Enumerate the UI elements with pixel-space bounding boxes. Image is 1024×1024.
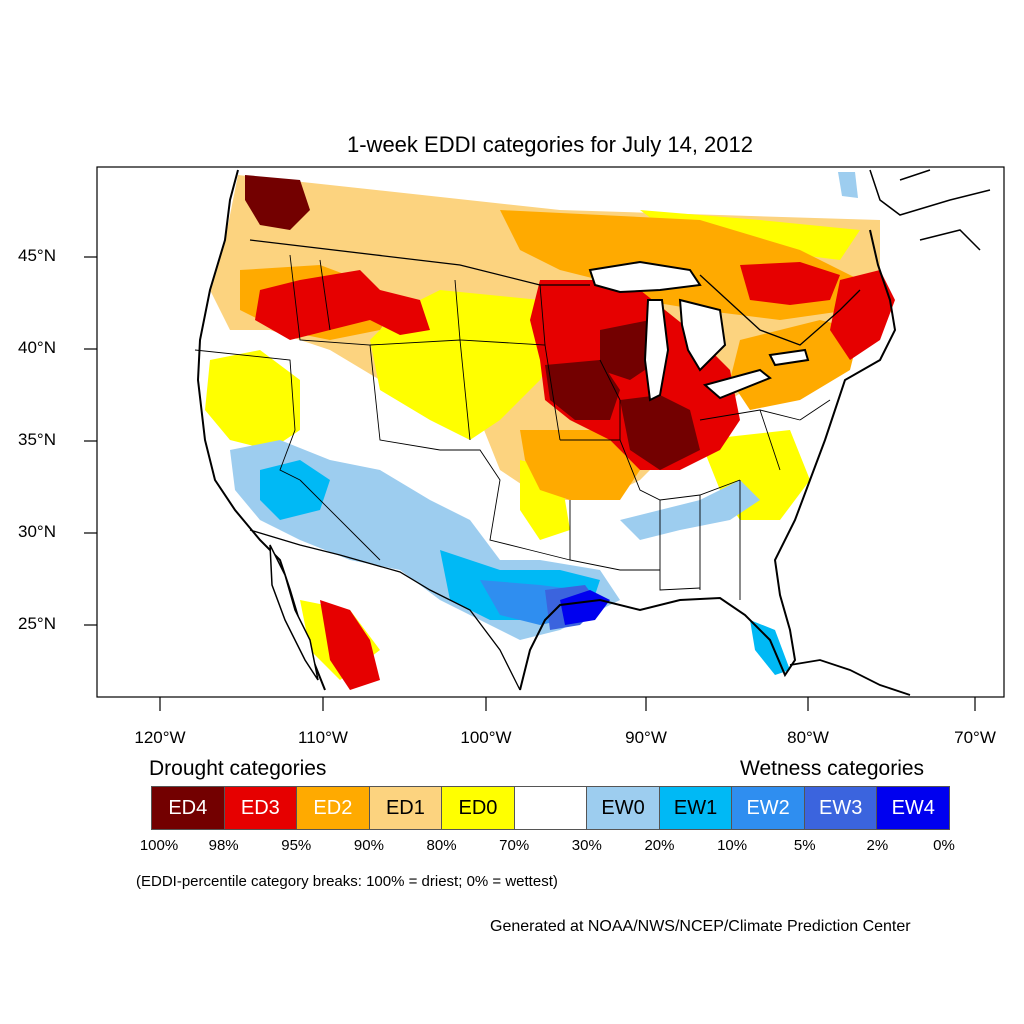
legend-swatch: EW2 bbox=[732, 787, 805, 829]
ew0-region-canada bbox=[838, 172, 858, 198]
ed3-region-newengland bbox=[830, 270, 895, 360]
x-axis-label: 70°W bbox=[954, 728, 996, 747]
legend-swatch: ED1 bbox=[369, 787, 443, 829]
percentile-note: (EDDI-percentile category breaks: 100% =… bbox=[136, 873, 558, 890]
ed3-region-mexico bbox=[320, 600, 380, 690]
ed4-region-cornbelt bbox=[545, 360, 620, 420]
baja-california bbox=[269, 544, 319, 681]
us-canada-border bbox=[249, 239, 861, 346]
map-field bbox=[194, 168, 991, 697]
x-axis-label: 100°W bbox=[460, 728, 512, 747]
y-axis-ticks bbox=[84, 256, 97, 626]
legend-swatch: EW0 bbox=[587, 787, 660, 829]
legend-break-label: 5% bbox=[793, 837, 816, 854]
y-axis-label: 35°N bbox=[18, 430, 56, 449]
x-axis-ticks bbox=[159, 697, 976, 711]
legend-break-label: 30% bbox=[571, 837, 602, 854]
cuba bbox=[789, 659, 911, 696]
us-mexico-border bbox=[249, 529, 521, 691]
x-axis-label: 80°W bbox=[787, 728, 829, 747]
y-axis-label: 45°N bbox=[18, 246, 56, 265]
lake-erie bbox=[702, 368, 772, 400]
legend-swatch: ED3 bbox=[224, 787, 298, 829]
lake-superior bbox=[588, 260, 702, 294]
legend-swatch: EW1 bbox=[659, 787, 733, 829]
ew1-region-arizona bbox=[260, 460, 330, 520]
credit-text: Generated at NOAA/NWS/NCEP/Climate Predi… bbox=[490, 918, 911, 935]
map-title: 1-week EDDI categories for July 14, 2012 bbox=[347, 132, 753, 157]
ed3-region-north bbox=[740, 262, 840, 305]
x-axis-label: 110°W bbox=[298, 728, 348, 747]
ed4-region-northwest bbox=[245, 175, 310, 230]
drought-categories-heading: Drought categories bbox=[149, 757, 327, 780]
wetness-categories-heading: Wetness categories bbox=[740, 757, 925, 780]
category-legend-bar: ED4 ED3 ED2 ED1 ED0 EW0 EW1 EW2 EW3 EW4 bbox=[151, 786, 950, 830]
legend-break-label: 90% bbox=[353, 837, 384, 854]
legend-break-label: 20% bbox=[644, 837, 675, 854]
ed2-region-northeast bbox=[730, 320, 860, 410]
x-axis-label: 90°W bbox=[625, 728, 667, 747]
legend-swatch bbox=[514, 787, 588, 829]
ed2-region-plains bbox=[520, 430, 640, 500]
legend-break-label: 10% bbox=[717, 837, 748, 854]
lake-michigan bbox=[643, 299, 670, 402]
x-axis-label: 120°W bbox=[134, 728, 186, 747]
y-axis-label: 40°N bbox=[18, 338, 56, 357]
legend-swatch: ED2 bbox=[297, 787, 370, 829]
ed4-region-illinois bbox=[620, 395, 700, 470]
ed0-region-west bbox=[205, 350, 300, 450]
lake-huron bbox=[678, 298, 727, 372]
state-boundaries bbox=[194, 254, 831, 600]
lake-ontario bbox=[768, 348, 810, 367]
legend-break-label: 95% bbox=[281, 837, 312, 854]
legend-swatch: EW4 bbox=[877, 787, 950, 829]
legend-break-label: 2% bbox=[866, 837, 889, 854]
legend-break-label: 100% bbox=[139, 837, 179, 854]
y-axis-label: 25°N bbox=[18, 614, 56, 633]
ed3-region-rockies bbox=[255, 270, 430, 340]
ew4-region-gulf bbox=[560, 590, 610, 625]
legend-break-label: 98% bbox=[208, 837, 239, 854]
ew0-region-southeast bbox=[620, 480, 760, 540]
legend-break-label: 0% bbox=[933, 837, 955, 854]
legend-swatch: ED4 bbox=[152, 787, 225, 829]
y-axis-label: 30°N bbox=[18, 522, 56, 541]
map-frame bbox=[96, 166, 1005, 698]
legend-break-label: 80% bbox=[426, 837, 457, 854]
legend-swatch: ED0 bbox=[442, 787, 515, 829]
legend-break-label: 70% bbox=[499, 837, 530, 854]
canada-coast bbox=[869, 169, 991, 251]
legend-swatch: EW3 bbox=[804, 787, 878, 829]
